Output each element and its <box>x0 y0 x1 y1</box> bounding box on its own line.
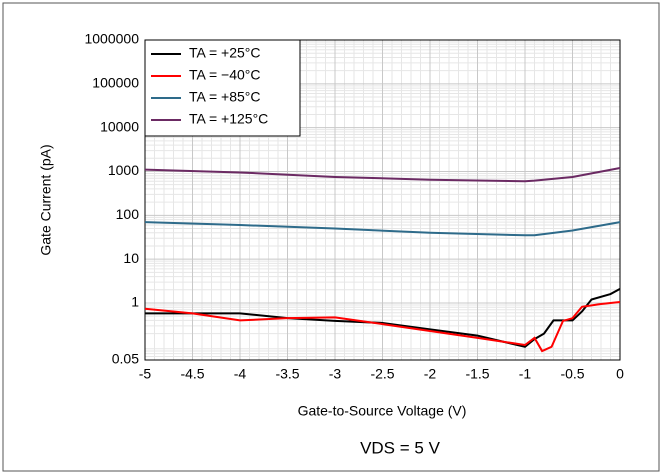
x-tick-label: -1.5 <box>465 366 489 382</box>
annotation: VDS = 5 V <box>360 438 441 457</box>
x-tick-label: -3.5 <box>275 366 299 382</box>
y-tick-label: 10 <box>123 250 139 266</box>
x-tick-label: -4.5 <box>180 366 204 382</box>
y-axis-label: Gate Current (pA) <box>38 144 54 255</box>
x-tick-label: -2 <box>424 366 437 382</box>
x-tick-label: -0.5 <box>560 366 584 382</box>
legend-label: TA = −40°C <box>189 67 261 83</box>
x-tick-label: -2.5 <box>370 366 394 382</box>
y-tick-label: 0.05 <box>112 351 139 367</box>
legend-label: TA = +25°C <box>189 45 261 61</box>
y-tick-label: 1000 <box>108 162 139 178</box>
x-tick-label: 0 <box>616 366 624 382</box>
series-line <box>144 167 621 183</box>
legend-label: TA = +125°C <box>189 111 268 127</box>
y-tick-label: 100000 <box>92 75 139 91</box>
x-tick-label: -4 <box>234 366 247 382</box>
y-tick-label: 10000 <box>100 118 139 134</box>
x-tick-label: -5 <box>139 366 152 382</box>
legend-label: TA = +85°C <box>189 89 261 105</box>
x-axis-label: Gate-to-Source Voltage (V) <box>298 403 467 419</box>
x-tick-label: -1 <box>519 366 532 382</box>
y-tick-label: 1000000 <box>84 31 139 47</box>
series-line <box>144 301 621 353</box>
y-tick-label: 100 <box>116 206 140 222</box>
plot-border <box>144 39 621 361</box>
y-tick-label: 1 <box>131 294 139 310</box>
series-line <box>144 221 621 237</box>
x-tick-label: -3 <box>329 366 342 382</box>
